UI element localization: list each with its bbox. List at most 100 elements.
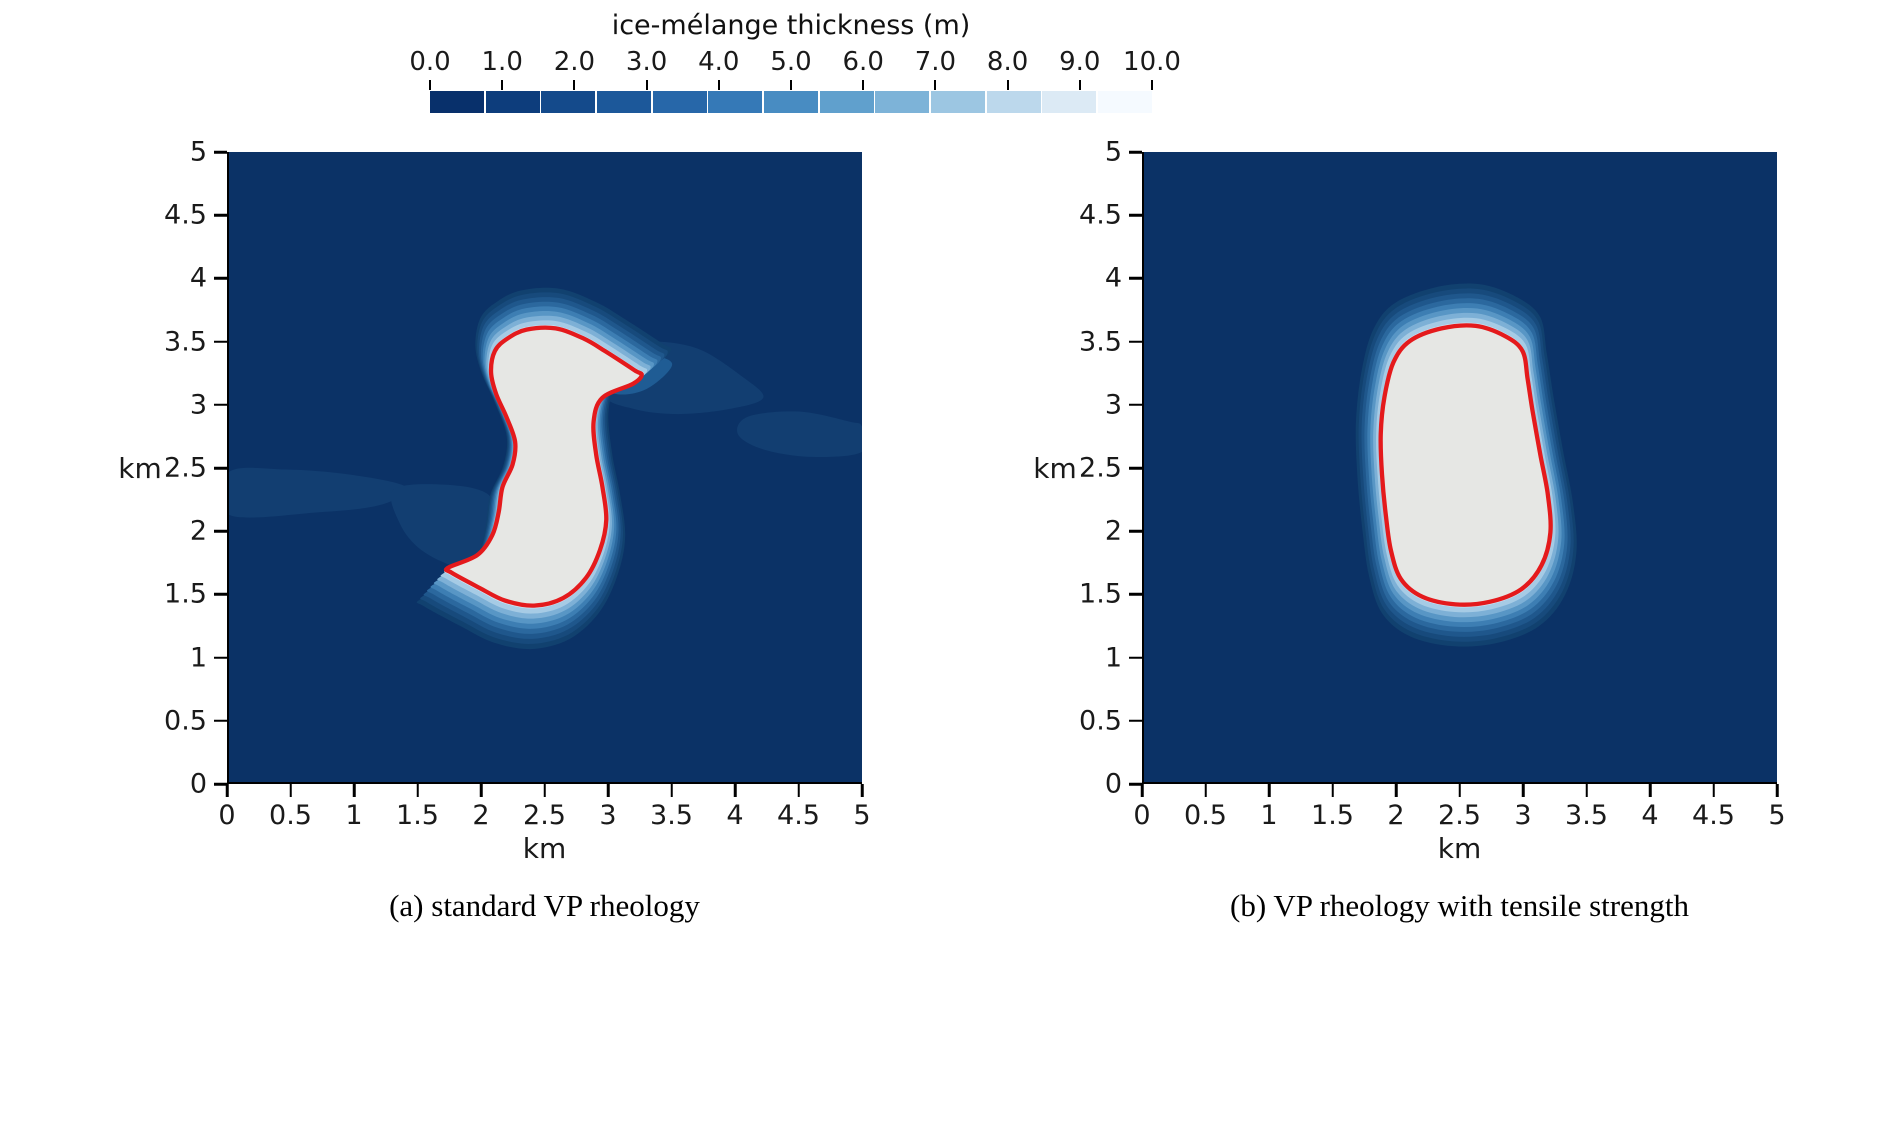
y-tick-label: 4.5 bbox=[164, 199, 207, 231]
colorbar-tick-label: 8.0 bbox=[986, 47, 1029, 77]
panel-b: km 0 0.5 1 1.5 2 2.5 3 3.5 4 4.5 5 0 0.5 1 1.5 2 2.5 3 3.… bbox=[1030, 137, 1785, 924]
colorbar-tick-label: 0.0 bbox=[409, 47, 451, 77]
y-tick-mark bbox=[1129, 656, 1142, 659]
y-tick-label: 0.5 bbox=[164, 705, 207, 737]
x-tick-mark bbox=[225, 784, 229, 797]
y-tick-mark bbox=[214, 782, 227, 786]
colorbar-tick-label: 6.0 bbox=[842, 47, 884, 77]
y-tick-mark bbox=[214, 150, 227, 154]
colorbar-tick-mark bbox=[645, 80, 648, 90]
x-tick-mark bbox=[289, 784, 292, 797]
x-tick-mark bbox=[1521, 784, 1525, 797]
contour-plot-a bbox=[227, 152, 862, 784]
colorbar-tick-mark bbox=[790, 80, 792, 90]
y-axis-label: km bbox=[118, 451, 162, 485]
colorbar-tick-mark bbox=[1151, 80, 1153, 90]
colorbar-gradient bbox=[430, 91, 1153, 113]
colorbar-tick-mark bbox=[934, 80, 937, 90]
colorbar-segment bbox=[708, 91, 763, 113]
y-axis-ticks: 0 0.5 1 1.5 2 2.5 3 3.5 4 4.5 5 bbox=[1079, 137, 1142, 800]
x-tick-mark bbox=[543, 784, 546, 797]
colorbar-tick-mark bbox=[1078, 80, 1081, 90]
x-axis-ticks: 0 0.5 1 1.5 2 2.5 3 3.5 4 4.5 5 bbox=[218, 784, 871, 832]
x-tick-mark bbox=[606, 784, 610, 797]
colorbar-tick-label: 10.0 bbox=[1123, 47, 1181, 77]
x-tick-mark bbox=[1331, 784, 1334, 797]
y-tick-mark bbox=[214, 529, 227, 533]
colorbar-segment bbox=[875, 91, 930, 113]
y-tick-label: 4 bbox=[1104, 262, 1122, 294]
x-tick-mark bbox=[1394, 784, 1398, 797]
y-tick-label: 0.5 bbox=[1079, 705, 1122, 737]
y-tick-label: 0 bbox=[189, 768, 207, 800]
y-tick-mark bbox=[214, 719, 227, 723]
x-tick-label: 3.5 bbox=[1565, 800, 1608, 831]
x-tick-label: 0.5 bbox=[1184, 800, 1227, 831]
y-tick-mark bbox=[214, 593, 227, 596]
x-tick-label: 2 bbox=[1387, 800, 1405, 831]
colorbar-tick-mark bbox=[717, 80, 720, 90]
x-axis-label: km bbox=[522, 832, 567, 865]
colorbar-tick-mark bbox=[862, 80, 865, 90]
colorbar-title: ice-mélange thickness (m) bbox=[611, 10, 971, 41]
colorbar-tick-label: 3.0 bbox=[625, 47, 668, 77]
x-tick-label: 2.5 bbox=[523, 800, 566, 831]
x-tick-mark bbox=[352, 784, 356, 797]
colorbar-segment bbox=[1097, 91, 1153, 113]
y-tick-label: 1 bbox=[1104, 642, 1122, 674]
y-tick-mark bbox=[214, 656, 227, 659]
x-tick-label: 1.5 bbox=[396, 800, 439, 831]
x-tick-mark bbox=[1648, 784, 1652, 797]
x-tick-mark bbox=[416, 784, 419, 797]
x-tick-label: 5 bbox=[1768, 800, 1786, 831]
x-tick-label: 2 bbox=[472, 800, 490, 831]
x-tick-mark bbox=[1585, 784, 1588, 797]
x-tick-mark bbox=[479, 784, 483, 797]
colorbar-segment bbox=[986, 91, 1041, 113]
panel-a: km 0 0.5 1 1.5 2 2.5 3 3.5 4 4.5 5 0 0.5 1 1.5 2 2.5 3 3.… bbox=[115, 137, 871, 924]
colorbar-segment bbox=[485, 91, 540, 113]
colorbar-tick-mark bbox=[1006, 80, 1009, 90]
y-tick-label: 3.5 bbox=[1079, 326, 1122, 358]
y-tick-label: 1 bbox=[189, 642, 207, 674]
colorbar-tick-label: 7.0 bbox=[914, 47, 957, 77]
y-tick-label: 1.5 bbox=[164, 578, 207, 610]
y-tick-mark bbox=[214, 277, 227, 280]
x-tick-mark bbox=[860, 784, 864, 797]
colorbar-tick-label: 2.0 bbox=[553, 47, 596, 77]
panel-caption: (a) standard VP rheology bbox=[389, 888, 700, 923]
x-axis-label: km bbox=[1437, 832, 1482, 865]
x-tick-label: 3 bbox=[1514, 800, 1532, 831]
y-tick-mark bbox=[1129, 150, 1142, 154]
x-tick-label: 3 bbox=[599, 800, 617, 831]
colorbar-tick-marks bbox=[429, 80, 1153, 90]
y-tick-mark bbox=[1129, 340, 1142, 343]
x-tick-label: 1 bbox=[345, 800, 363, 831]
y-tick-label: 2.5 bbox=[1079, 452, 1122, 484]
y-axis-label: km bbox=[1033, 451, 1077, 485]
x-tick-label: 1.5 bbox=[1311, 800, 1354, 831]
y-tick-mark bbox=[214, 340, 227, 343]
x-tick-mark bbox=[1204, 784, 1207, 797]
x-tick-mark bbox=[1140, 784, 1144, 797]
colorbar-segment bbox=[596, 91, 652, 113]
y-tick-label: 4 bbox=[189, 262, 207, 294]
y-tick-mark bbox=[1129, 593, 1142, 596]
colorbar-tick-mark bbox=[501, 80, 504, 90]
y-tick-label: 3.5 bbox=[164, 326, 207, 358]
y-axis-ticks: 0 0.5 1 1.5 2 2.5 3 3.5 4 4.5 5 bbox=[164, 137, 227, 800]
x-tick-label: 0 bbox=[1133, 800, 1151, 831]
y-tick-mark bbox=[214, 403, 227, 407]
y-tick-label: 2 bbox=[1104, 515, 1122, 547]
x-tick-mark bbox=[1267, 784, 1271, 797]
y-tick-mark bbox=[1129, 782, 1142, 786]
panel-caption: (b) VP rheology with tensile strength bbox=[1230, 888, 1689, 923]
colorbar-tick-labels: 0.0 1.0 2.0 3.0 4.0 5.0 6.0 7.0 8.0 9.0 10.0 bbox=[409, 47, 1181, 79]
colorbar-segment bbox=[819, 91, 874, 113]
x-tick-label: 0.5 bbox=[269, 800, 312, 831]
x-tick-label: 5 bbox=[853, 800, 871, 831]
y-tick-label: 5 bbox=[189, 136, 207, 168]
colorbar-tick-mark bbox=[573, 80, 576, 90]
x-tick-label: 4.5 bbox=[1692, 800, 1735, 831]
contour-field bbox=[1144, 152, 1777, 782]
